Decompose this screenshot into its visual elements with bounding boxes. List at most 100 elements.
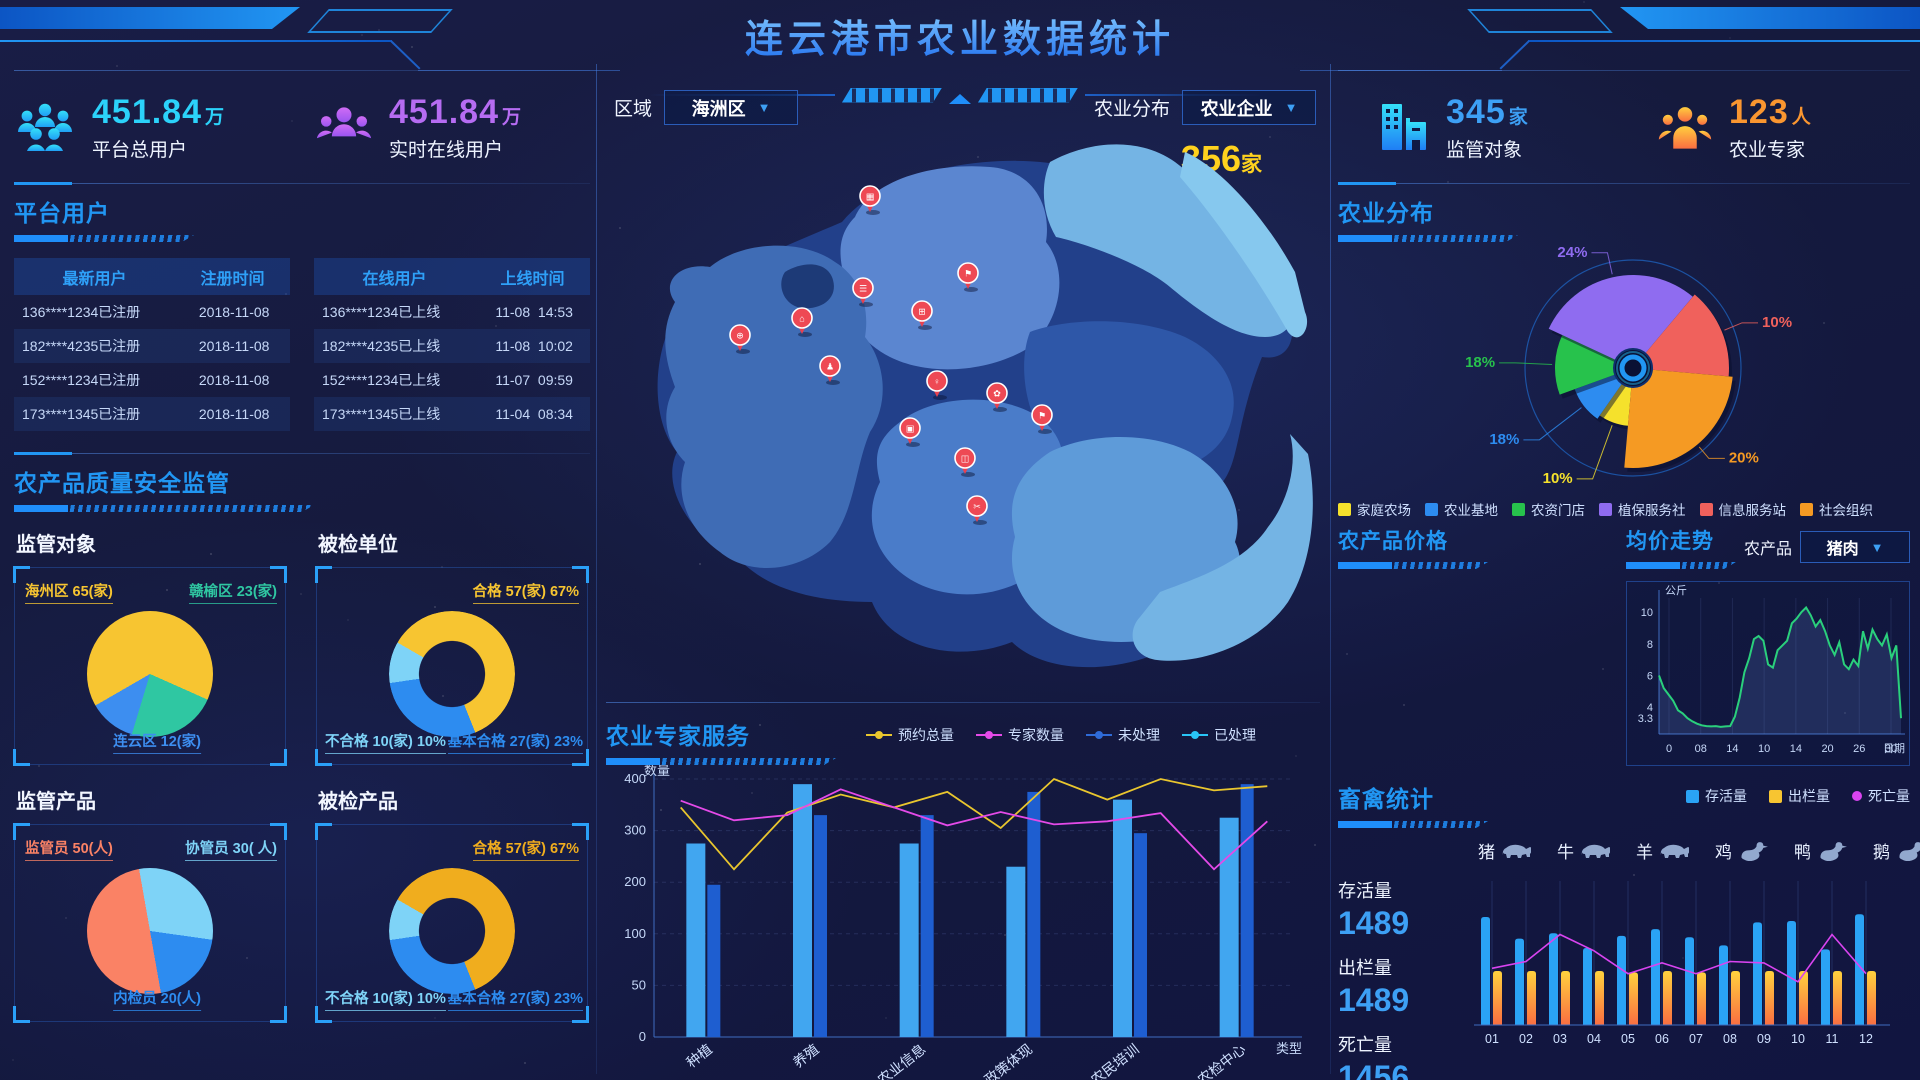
x-tick: 20 — [1821, 743, 1833, 755]
bar-已处理[interactable] — [900, 844, 919, 1038]
bar-存活量[interactable] — [1549, 933, 1558, 1025]
region-select[interactable]: 海洲区 ▼ — [664, 90, 798, 125]
bar-出栏量[interactable] — [1663, 971, 1672, 1025]
pin-glyph-icon: ⌂ — [799, 314, 804, 324]
legend-label: 未处理 — [1118, 725, 1160, 745]
legend-item[interactable]: 农业基地 — [1425, 499, 1498, 519]
x-tick: 10 — [1791, 1032, 1805, 1046]
bar-存活量[interactable] — [1481, 917, 1490, 1025]
bar-存活量[interactable] — [1515, 939, 1524, 1025]
animal-tab-猪[interactable]: 猪 — [1478, 838, 1531, 863]
legend-item[interactable]: 存活量 — [1686, 786, 1747, 806]
bar-未处理[interactable] — [1134, 833, 1147, 1037]
city-map: ▦⚑☰⊞⌂⊕♟♀✿⚑▣◫✂ — [600, 122, 1326, 678]
region-label: 区域 — [614, 94, 652, 121]
bar-存活量[interactable] — [1753, 922, 1762, 1025]
bar-出栏量[interactable] — [1595, 971, 1604, 1025]
animal-tab-鹅[interactable]: 鹅 — [1873, 838, 1920, 863]
bar-存活量[interactable] — [1685, 937, 1694, 1025]
x-tick: 10 — [1758, 743, 1770, 755]
bar-出栏量[interactable] — [1731, 971, 1740, 1025]
distribution-select[interactable]: 农业企业 ▼ — [1182, 90, 1316, 125]
bar-出栏量[interactable] — [1697, 972, 1706, 1025]
table-row: 182****4235已上线 11-08 10:02 — [314, 329, 590, 363]
x-tick: 0 — [1666, 743, 1672, 755]
table-row: 152****1234已注册 2018-11-08 — [14, 363, 290, 397]
animal-tab-羊[interactable]: 羊 — [1636, 838, 1689, 863]
bar-存活量[interactable] — [1787, 921, 1796, 1025]
y-tick: 100 — [624, 926, 646, 941]
legend-marker — [866, 730, 892, 740]
bar-未处理[interactable] — [814, 815, 827, 1037]
bar-已处理[interactable] — [686, 844, 705, 1038]
pin-glyph-icon: ✿ — [993, 389, 1001, 399]
bar-出栏量[interactable] — [1629, 972, 1638, 1025]
center-panel: 区域 海洲区 ▼ 农业分布 农业企业 ▼ 356家 — [600, 60, 1326, 1080]
bar-未处理[interactable] — [921, 815, 934, 1037]
bar-存活量[interactable] — [1617, 936, 1626, 1025]
bar-存活量[interactable] — [1821, 949, 1830, 1025]
rose-pct-label: 20% — [1729, 449, 1759, 466]
stat-value: 451.84 — [389, 93, 499, 132]
rose-pct-label: 18% — [1465, 354, 1495, 371]
x-axis-label: 类型 — [1276, 1041, 1302, 1056]
pie-label: 赣榆区 23(家) — [189, 580, 277, 604]
x-axis-label: 日期 — [1883, 742, 1905, 755]
legend-item[interactable]: 死亡量 — [1852, 786, 1910, 806]
stat-total-users: 451.84 万 平台总用户 — [14, 93, 289, 162]
cell-time: 11-07 09:59 — [478, 372, 590, 388]
bar-未处理[interactable] — [1241, 784, 1254, 1037]
legend-item[interactable]: 专家数量 — [976, 725, 1064, 745]
product-select[interactable]: 猪肉 ▼ — [1800, 531, 1910, 563]
bar-未处理[interactable] — [707, 885, 720, 1037]
bar-存活量[interactable] — [1719, 945, 1728, 1025]
column-header: 在线用户 — [314, 265, 475, 289]
bar-已处理[interactable] — [793, 784, 812, 1037]
legend-item[interactable]: 植保服务社 — [1599, 499, 1686, 519]
cell-user: 136****1234已注册 — [14, 302, 178, 322]
animal-tab-鸭[interactable]: 鸭 — [1794, 838, 1847, 863]
legend-item[interactable]: 家庭农场 — [1338, 499, 1411, 519]
bar-出栏量[interactable] — [1867, 971, 1876, 1025]
pie-label: 监管员 50(人) — [25, 837, 113, 861]
x-tick: 08 — [1723, 1032, 1737, 1046]
legend-item[interactable]: 已处理 — [1182, 725, 1256, 745]
livestock-stats: 存活量 1489 出栏量 1489 死亡量 1456 — [1338, 867, 1466, 1080]
legend-label: 社会组织 — [1819, 499, 1873, 519]
corner-bracket — [270, 1006, 287, 1023]
legend-item[interactable]: 农资门店 — [1512, 499, 1585, 519]
bar-已处理[interactable] — [1006, 867, 1025, 1037]
chart-box: 合格 57(家) 67% 基本合格 27(家) 23% 不合格 10(家) 10% — [316, 567, 588, 765]
bar-出栏量[interactable] — [1561, 971, 1570, 1025]
bar-出栏量[interactable] — [1493, 971, 1502, 1025]
stat-label: 农业专家 — [1729, 135, 1811, 162]
pie-label: 合格 57(家) 67% — [473, 837, 579, 861]
rose-pct-label: 10% — [1762, 314, 1792, 331]
quality-supervision-section: 农产品质量安全监管 监管对象 海州区 65(家) 赣榆区 23(家) 连云区 12(家… — [14, 464, 590, 1022]
bar-出栏量[interactable] — [1833, 971, 1842, 1025]
legend-item[interactable]: 出栏量 — [1769, 786, 1830, 806]
pin-glyph-icon: ♟ — [826, 362, 834, 372]
bar-出栏量[interactable] — [1527, 971, 1536, 1025]
bar-出栏量[interactable] — [1765, 971, 1774, 1025]
title-underline-decoration — [1338, 562, 1488, 569]
legend-item[interactable]: 社会组织 — [1800, 499, 1873, 519]
legend-marker — [1700, 503, 1713, 516]
column-divider-left — [596, 64, 597, 1074]
legend-item[interactable]: 预约总量 — [866, 725, 954, 745]
legend-item[interactable]: 未处理 — [1086, 725, 1160, 745]
bar-存活量[interactable] — [1651, 929, 1660, 1025]
pin-glyph-icon: ♀ — [934, 377, 941, 387]
chart-box: 合格 57(家) 67% 基本合格 27(家) 23% 不合格 10(家) 10% — [316, 824, 588, 1022]
price-trend-section: 均价走势 农产品 猪肉 ▼ 公斤 10 8 6 4 3.3 0 08 14 10 14 20 26 30 日… — [1626, 525, 1910, 766]
online-table-header: 在线用户 上线时间 — [314, 258, 590, 295]
x-tick: 农民培训 — [1088, 1041, 1142, 1080]
chart-title: 被检产品 — [318, 785, 588, 814]
legend-item[interactable]: 信息服务站 — [1700, 499, 1787, 519]
stat-value: 123 — [1729, 93, 1789, 132]
bar-未处理[interactable] — [1027, 792, 1040, 1037]
bar-存活量[interactable] — [1583, 948, 1592, 1025]
animal-tab-牛[interactable]: 牛 — [1557, 838, 1610, 863]
animal-tab-鸡[interactable]: 鸡 — [1715, 838, 1768, 863]
bar-已处理[interactable] — [1113, 800, 1132, 1037]
